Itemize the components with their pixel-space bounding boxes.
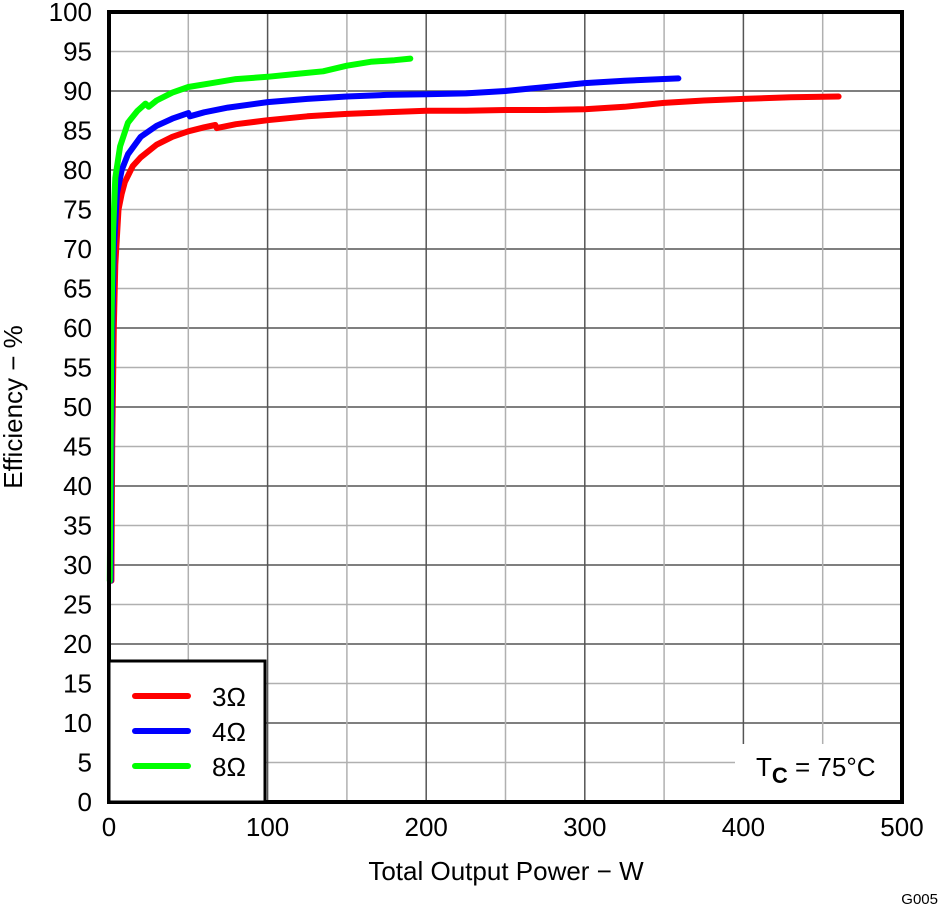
series-line-8Ω <box>106 55 414 584</box>
y-tick-label: 50 <box>63 392 92 422</box>
y-tick-label: 70 <box>63 234 92 264</box>
figure-id: G005 <box>901 891 938 906</box>
y-tick-label: 60 <box>63 313 92 343</box>
x-tick-label: 500 <box>880 812 923 842</box>
y-tick-label: 55 <box>63 353 92 383</box>
series-line-4Ω <box>107 75 682 584</box>
legend-label: 8Ω <box>212 752 246 782</box>
x-axis-ticks: 0 100 200 300 400 500 <box>102 812 924 842</box>
x-axis-label: Total Output Power − W <box>368 856 644 886</box>
y-axis-label: Efficiency − % <box>0 325 28 489</box>
annotation-box <box>735 744 900 800</box>
y-tick-label: 20 <box>63 629 92 659</box>
y-tick-label: 40 <box>63 471 92 501</box>
temperature-annotation: TC = 75°C <box>735 744 900 800</box>
y-tick-label: 35 <box>63 511 92 541</box>
y-tick-label: 90 <box>63 76 92 106</box>
x-tick-label: 0 <box>102 812 116 842</box>
y-tick-label: 45 <box>63 432 92 462</box>
y-tick-label: 0 <box>78 787 92 817</box>
plot-frame <box>107 10 904 804</box>
y-tick-label: 95 <box>63 37 92 67</box>
x-tick-label: 200 <box>405 812 448 842</box>
y-tick-label: 100 <box>49 0 92 27</box>
legend: 3Ω 4Ω 8Ω <box>107 659 267 804</box>
y-tick-label: 80 <box>63 155 92 185</box>
x-tick-label: 400 <box>722 812 765 842</box>
x-tick-label: 300 <box>563 812 606 842</box>
data-series <box>106 55 842 584</box>
legend-label: 4Ω <box>212 717 246 747</box>
y-tick-label: 5 <box>78 748 92 778</box>
x-tick-label: 100 <box>246 812 289 842</box>
y-tick-label: 30 <box>63 550 92 580</box>
y-tick-label: 25 <box>63 590 92 620</box>
legend-label: 3Ω <box>212 682 246 712</box>
y-axis-ticks: 0 5 10 15 20 25 30 35 40 45 50 55 60 65 70 75 80 85 90 95 10… <box>49 0 92 817</box>
y-tick-label: 10 <box>63 708 92 738</box>
y-tick-label: 85 <box>63 116 92 146</box>
y-tick-label: 75 <box>63 195 92 225</box>
series-line-3Ω <box>108 93 842 584</box>
svg-text:TC = 75°C: TC = 75°C <box>756 752 876 788</box>
y-tick-label: 65 <box>63 274 92 304</box>
y-tick-label: 15 <box>63 669 92 699</box>
